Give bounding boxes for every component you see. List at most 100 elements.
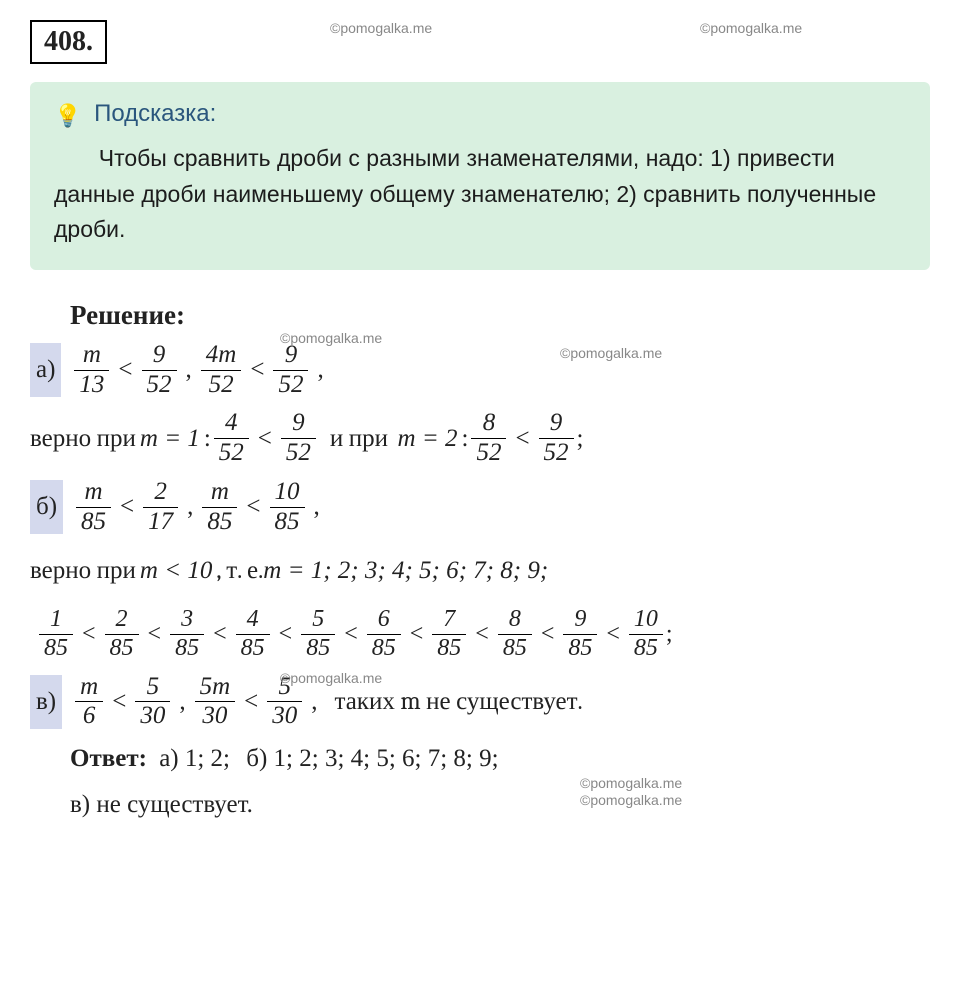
part-a-label: а) (30, 343, 61, 397)
frac-den: 52 (539, 439, 574, 468)
cond-b: m < 10 (140, 546, 212, 596)
frac-den: 52 (201, 371, 242, 400)
lightbulb-icon: 💡 (54, 103, 81, 128)
chain-frac: 385 (170, 606, 204, 662)
watermark: ©pomogalka.me (580, 792, 682, 808)
page-container: 408. 💡 Подсказка: Чтобы сравнить дроби с… (0, 0, 960, 859)
chain-frac: 1085 (629, 606, 663, 662)
hint-body: Чтобы сравнить дроби с разными знаменате… (54, 145, 876, 242)
chain-frac: 685 (367, 606, 401, 662)
frac-num: 8 (471, 409, 506, 439)
solution-heading: Решение: (70, 300, 930, 331)
watermark: ©pomogalka.me (280, 670, 382, 686)
lt-op: < (541, 621, 555, 648)
frac-b1r: 217 (143, 478, 178, 537)
answer-v: в) не существует. (70, 791, 253, 818)
comma: , (179, 677, 185, 727)
frac-den: 85 (270, 508, 305, 537)
hint-title-row: 💡 Подсказка: (54, 100, 906, 129)
comma: , (314, 482, 320, 532)
frac-num: m (74, 341, 109, 371)
lt-op: < (112, 677, 126, 727)
ie-text: , т. е. (216, 546, 263, 596)
answer-line2: в) не существует. (70, 791, 930, 819)
answer-a: а) 1; 2; (159, 745, 230, 772)
lt-op: < (244, 677, 258, 727)
comma: , (186, 345, 192, 395)
chain-frac: 185 (39, 606, 73, 662)
lt-op: < (606, 621, 620, 648)
frac-num: m (75, 673, 103, 703)
frac-a1r: 952 (142, 341, 177, 400)
frac-den: 6 (75, 702, 103, 731)
frac-den: 30 (135, 702, 170, 731)
colon: : (204, 414, 211, 464)
semicolon: ; (577, 414, 584, 464)
lt-op: < (148, 621, 162, 648)
text-prefix: верно при (30, 414, 136, 464)
frac-b1l: m85 (76, 478, 111, 537)
watermark: ©pomogalka.me (280, 330, 382, 346)
hint-title: Подсказка: (94, 100, 216, 127)
part-b-chain: 185<285<385<485<585<685<785<885<985<1085… (36, 606, 930, 662)
frac-num: 2 (143, 478, 178, 508)
part-b-line1: б) m85 < 217 , m85 < 1085 , (30, 478, 930, 537)
frac-num: 5m (195, 673, 236, 703)
part-v-line1: в) m6 < 530 , 5m30 < 530 , таких m не су… (30, 673, 930, 732)
chain-frac: 985 (563, 606, 597, 662)
comma: , (187, 482, 193, 532)
frac-num: 4 (214, 409, 249, 439)
lt-op: < (258, 414, 272, 464)
frac-den: 13 (74, 371, 109, 400)
chain-frac: 885 (498, 606, 532, 662)
frac-num: 10 (270, 478, 305, 508)
chain-frac: 485 (236, 606, 270, 662)
frac-ac1l: 452 (214, 409, 249, 468)
part-a-line1: а) m13 < 952 , 4m52 < 952 , (30, 341, 930, 400)
hint-indent (54, 145, 99, 171)
lt-op: < (475, 621, 489, 648)
frac-a2l: 4m52 (201, 341, 242, 400)
watermark: ©pomogalka.me (580, 775, 682, 791)
frac-ac2r: 952 (539, 409, 574, 468)
answer-label: Ответ: (70, 745, 147, 772)
part-v-label: в) (30, 675, 62, 729)
semicolon: ; (666, 621, 673, 648)
frac-den: 52 (281, 439, 316, 468)
frac-den: 85 (76, 508, 111, 537)
frac-den: 30 (267, 702, 302, 731)
lt-op: < (515, 414, 529, 464)
part-b-line2: верно при m < 10 , т. е. m = 1; 2; 3; 4;… (30, 546, 930, 596)
frac-v1r: 530 (135, 673, 170, 732)
hint-text: Чтобы сравнить дроби с разными знаменате… (54, 141, 906, 248)
chain-frac: 285 (105, 606, 139, 662)
frac-num: 9 (281, 409, 316, 439)
frac-num: m (202, 478, 237, 508)
list-b: m = 1; 2; 3; 4; 5; 6; 7; 8; 9; (263, 546, 548, 596)
lt-op: < (250, 345, 264, 395)
frac-b2l: m85 (202, 478, 237, 537)
watermark: ©pomogalka.me (560, 345, 662, 361)
frac-v2l: 5m30 (195, 673, 236, 732)
frac-den: 52 (471, 439, 506, 468)
frac-b2r: 1085 (270, 478, 305, 537)
text-prefix: верно при (30, 546, 136, 596)
cond-a2: m = 2 (398, 414, 458, 464)
mid-text: и при (319, 414, 394, 464)
frac-num: 5 (135, 673, 170, 703)
lt-op: < (82, 621, 96, 648)
frac-den: 52 (142, 371, 177, 400)
lt-op: < (213, 621, 227, 648)
frac-den: 30 (195, 702, 236, 731)
hint-box: 💡 Подсказка: Чтобы сравнить дроби с разн… (30, 82, 930, 270)
lt-op: < (118, 345, 132, 395)
frac-den: 52 (273, 371, 308, 400)
answer-line1: Ответ: а) 1; 2; б) 1; 2; 3; 4; 5; 6; 7; … (70, 745, 930, 773)
frac-den: 52 (214, 439, 249, 468)
lt-op: < (246, 482, 260, 532)
frac-num: m (76, 478, 111, 508)
frac-num: 9 (142, 341, 177, 371)
watermark: ©pomogalka.me (330, 20, 432, 36)
lt-op: < (410, 621, 424, 648)
answer-b: б) 1; 2; 3; 4; 5; 6; 7; 8; 9; (246, 745, 498, 772)
